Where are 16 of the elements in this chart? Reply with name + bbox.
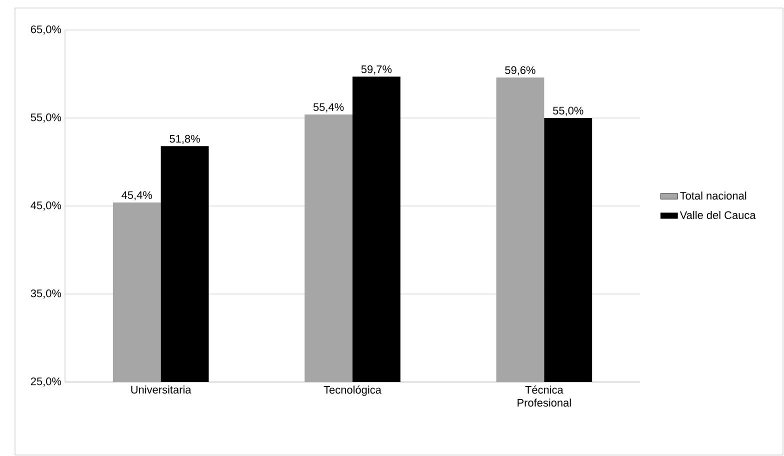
y-tick-label: 65,0% [30,25,62,35]
x-tick-label: Tecnológica [324,386,382,396]
legend-label: Total nacional [680,192,746,200]
data-label: 45,4% [122,191,152,200]
data-label: 59,7% [361,65,392,74]
data-label: 55,0% [553,106,584,116]
data-label: 51,8% [170,134,200,144]
y-tick-label: 45,0% [30,201,62,211]
x-tick-label: Técnica Profesional [518,386,571,407]
data-label: 55,4% [313,103,344,112]
y-tick-label: 55,0% [30,113,62,123]
data-label: 59,6% [505,66,536,76]
y-tick-label: 35,0% [30,289,62,299]
x-tick-label: Universitaria [131,386,192,394]
legend-label: Valle del Cauca [680,210,756,220]
y-tick-label: 25,0% [30,377,62,387]
